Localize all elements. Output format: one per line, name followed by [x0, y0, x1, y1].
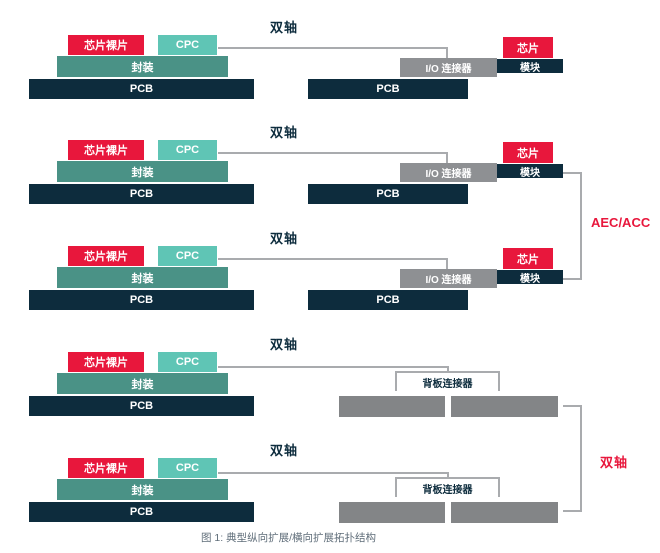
package-box: 封装 [57, 56, 228, 77]
dual-axis-label: 双轴 [269, 443, 298, 458]
dual-axis-label: 双轴 [269, 20, 298, 35]
aec-acc-label: AEC/ACC [591, 215, 651, 230]
diagram-row-backplane-1: 双轴 芯片裸片 CPC 封装 PCB 背板连接器 [0, 334, 660, 418]
pcb-box: PCB [308, 184, 468, 204]
chip-die-box: 芯片裸片 [68, 352, 144, 372]
chip-box: 芯片 [503, 248, 553, 269]
dual-axis-label: 双轴 [269, 337, 298, 352]
chip-box: 芯片 [503, 37, 553, 58]
module-box: 模块 [497, 270, 563, 285]
backplane-bar [451, 396, 558, 417]
chip-box: 芯片 [503, 142, 553, 163]
pcb-box: PCB [308, 79, 468, 99]
backplane-bracket [395, 371, 500, 391]
connection-line [218, 366, 449, 373]
cpc-box: CPC [158, 246, 217, 266]
diagram-row-io-1: 双轴 芯片裸片 CPC 封装 PCB PCB I/O 连接器 模块 芯片 [0, 17, 660, 101]
cpc-box: CPC [158, 35, 217, 55]
connection-line [218, 152, 448, 164]
package-box: 封装 [57, 479, 228, 500]
pcb-box: PCB [29, 502, 254, 522]
backplane-bracket [395, 477, 500, 497]
package-box: 封装 [57, 373, 228, 394]
backplane-bar [339, 396, 445, 417]
cpc-box: CPC [158, 140, 217, 160]
chip-die-box: 芯片裸片 [68, 140, 144, 160]
pcb-box: PCB [29, 184, 254, 204]
io-connector-box: I/O 连接器 [400, 58, 497, 77]
cpc-box: CPC [158, 458, 217, 478]
io-connector-box: I/O 连接器 [400, 163, 497, 182]
backplane-connector-label: 背板连接器 [422, 485, 473, 496]
diagram-row-io-3: 双轴 芯片裸片 CPC 封装 PCB PCB I/O 连接器 模块 芯片 [0, 228, 660, 312]
pcb-box: PCB [29, 396, 254, 416]
diagram-row-io-2: 双轴 芯片裸片 CPC 封装 PCB PCB I/O 连接器 模块 芯片 [0, 122, 660, 206]
backplane-bar [339, 502, 445, 523]
module-box: 模块 [497, 59, 563, 74]
pcb-box: PCB [29, 290, 254, 310]
connection-line [218, 472, 449, 479]
pcb-box: PCB [29, 79, 254, 99]
connection-line [218, 47, 448, 59]
dual-axis-label: 双轴 [269, 231, 298, 246]
backplane-connector-label: 背板连接器 [422, 379, 473, 390]
backplane-bar [451, 502, 558, 523]
chip-die-box: 芯片裸片 [68, 246, 144, 266]
aec-acc-bracket [563, 172, 582, 280]
dual-axis-label: 双轴 [269, 125, 298, 140]
pcb-box: PCB [308, 290, 468, 310]
dual-axis-bracket [563, 405, 582, 512]
figure-caption: 图 1: 典型纵向扩展/横向扩展拓扑结构 [201, 532, 377, 544]
dual-axis-bracket-label: 双轴 [600, 455, 629, 470]
package-box: 封装 [57, 267, 228, 288]
chip-die-box: 芯片裸片 [68, 35, 144, 55]
package-box: 封装 [57, 161, 228, 182]
connection-line [218, 258, 448, 270]
io-connector-box: I/O 连接器 [400, 269, 497, 288]
module-box: 模块 [497, 164, 563, 179]
cpc-box: CPC [158, 352, 217, 372]
diagram-row-backplane-2: 双轴 芯片裸片 CPC 封装 PCB 背板连接器 [0, 440, 660, 524]
chip-die-box: 芯片裸片 [68, 458, 144, 478]
